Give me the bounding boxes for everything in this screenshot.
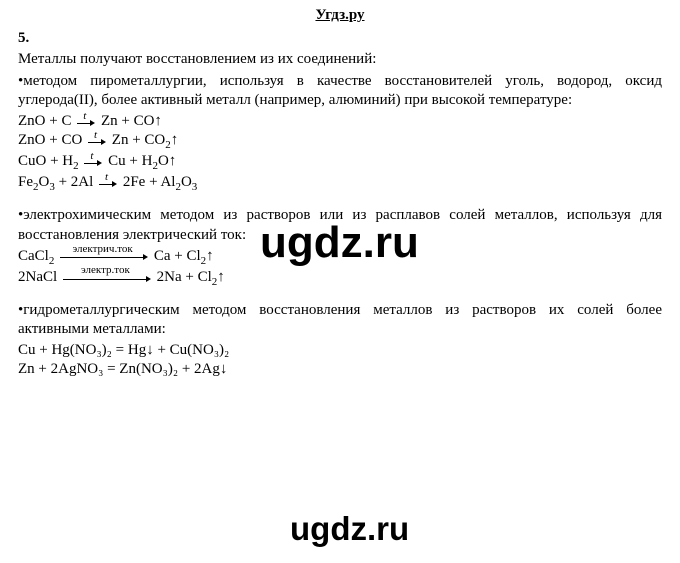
pyrometallurgy-bullet: •методом пирометаллургии, используя в ка… [18, 72, 662, 110]
site-header[interactable]: Угдз.ру [18, 6, 662, 25]
eq-a3-l: CuO + H [18, 153, 73, 169]
eq-a4-l3: + 2Al [55, 174, 93, 190]
reaction-arrow-icon: t [77, 114, 95, 129]
eq-a3-tail: O↑ [158, 153, 176, 169]
eq-a4-r2s: 3 [192, 181, 198, 193]
eq-a4-l1: Fe [18, 174, 33, 190]
equation-a2: ZnO + CO t Zn + CO2↑ [18, 131, 662, 152]
eq-a1-l: ZnO + C [18, 113, 71, 129]
equation-a1: ZnO + C t Zn + CO↑ [18, 112, 662, 131]
intro-text: Металлы получают восстановлением из их с… [18, 50, 662, 69]
question-number: 5. [18, 29, 662, 48]
watermark-text: ugdz.ru [290, 510, 409, 548]
reaction-arrow-icon: t [99, 175, 117, 190]
equation-c2: Zn + 2AgNO₃ = Zn(NO₃)₂ + 2Ag↓ [18, 360, 662, 379]
eq-b1-lsub: 2 [49, 255, 55, 267]
eq-b1-l: CaCl [18, 248, 49, 264]
eq-b1-r: Ca + Cl [154, 248, 201, 264]
eq-a4-l2: O [39, 174, 50, 190]
eq-a4-r1: 2Fe + Al [123, 174, 176, 190]
equation-a3: CuO + H2 t Cu + H2O↑ [18, 152, 662, 173]
reaction-arrow-icon: электрич.ток [60, 249, 148, 264]
reaction-arrow-icon: t [84, 154, 102, 169]
eq-b2-l: 2NaCl [18, 269, 57, 285]
document-page: Угдз.ру 5. Металлы получают восстановлен… [0, 0, 680, 380]
eq-b1-tail: ↑ [206, 248, 214, 264]
eq-a3-lsub: 2 [73, 160, 79, 172]
reaction-arrow-icon: t [88, 133, 106, 148]
eq-a1-r: Zn + CO↑ [101, 113, 162, 129]
eq-b2-r: 2Na + Cl [157, 269, 212, 285]
hydrometallurgy-bullet: •гидрометаллургическим методом восстанов… [18, 301, 662, 339]
eq-a4-r2: O [181, 174, 192, 190]
equation-b2: 2NaCl электр.ток 2Na + Cl2↑ [18, 268, 662, 289]
equation-c1: Cu + Hg(NO₃)₂ = Hg↓ + Cu(NO₃)₂ [18, 341, 662, 360]
eq-a2-r: Zn + CO [112, 132, 165, 148]
eq-a3-r: Cu + H [108, 153, 152, 169]
arrow-top-label: электрич.ток [60, 242, 145, 256]
arrow-top-label: электр.ток [63, 263, 148, 277]
reaction-arrow-icon: электр.ток [63, 270, 151, 285]
electrochem-bullet: •электрохимическим методом из растворов … [18, 206, 662, 244]
eq-a2-tail: ↑ [171, 132, 179, 148]
eq-a2-l: ZnO + CO [18, 132, 82, 148]
equation-a4: Fe2O3 + 2Al t 2Fe + Al2O3 [18, 173, 662, 194]
eq-b2-tail: ↑ [217, 269, 225, 285]
